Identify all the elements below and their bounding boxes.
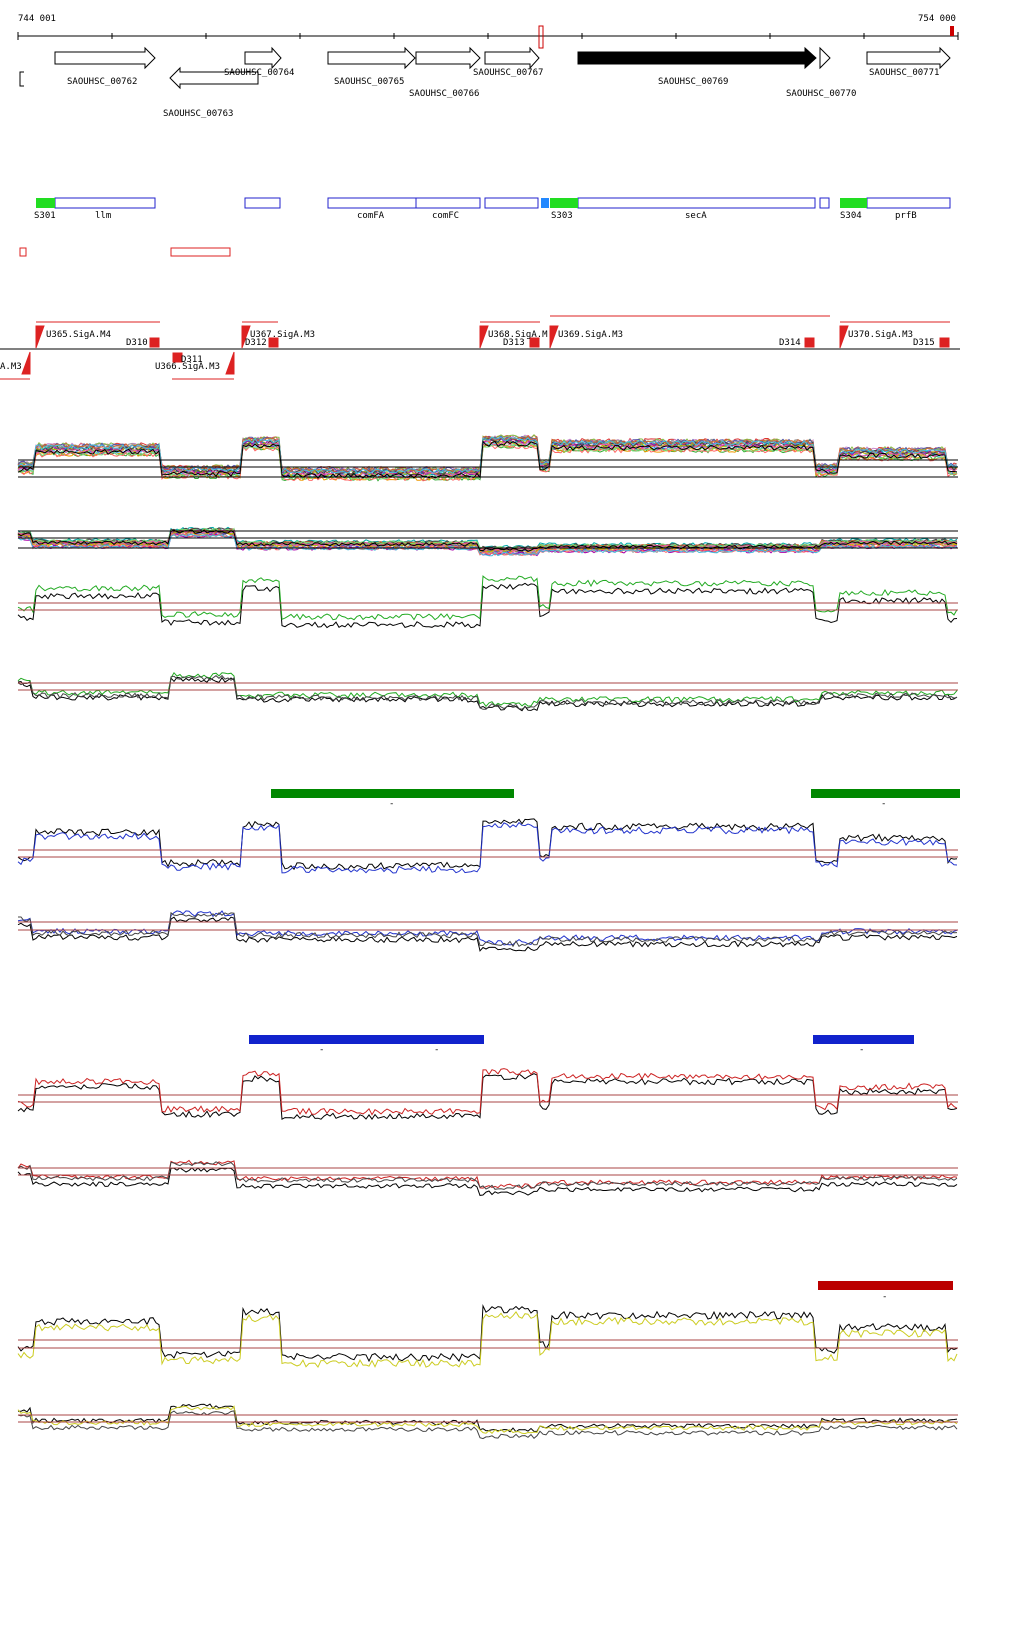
promoter-label: U365.SigA.M4 (46, 330, 111, 340)
promoter-label: U367.SigA.M3 (250, 330, 315, 340)
region-bars (249, 789, 960, 1290)
ruler-marker (950, 26, 954, 36)
trace-line (17, 529, 958, 552)
trace-line (17, 1161, 958, 1190)
marker: - (319, 1045, 324, 1055)
trace-line (17, 1167, 958, 1196)
promoter-label: D310 (126, 338, 148, 348)
marker: - (882, 1292, 887, 1302)
trace-line (17, 527, 958, 551)
trace-line (18, 1403, 958, 1433)
marker: - (859, 1045, 864, 1055)
marker: - (389, 799, 394, 809)
ruler-end: 754 000 (918, 14, 956, 24)
trace-line (17, 818, 958, 871)
trace-line (17, 442, 958, 481)
promoter-label: A.M3 (0, 362, 22, 372)
feature-label: S304 (840, 211, 862, 221)
feature-label: comFA (357, 211, 385, 221)
feature-fills (36, 198, 867, 208)
trace-line (17, 910, 958, 946)
promoter-label: D313 (503, 338, 525, 348)
promoter-label: D311 (181, 355, 203, 365)
ruler-marker (538, 25, 544, 49)
trace-line (17, 671, 958, 708)
gene-label: SAOUHSC_00770 (786, 89, 856, 99)
trace-line (17, 1311, 958, 1369)
trace-line (17, 440, 958, 479)
trace-line (17, 533, 958, 557)
promoter-label: D314 (779, 338, 801, 348)
feature-label: llm (95, 211, 111, 221)
trace-line (17, 916, 958, 952)
promoter-label: D315 (913, 338, 935, 348)
trace-line (17, 435, 958, 474)
promoter-marks (0, 315, 950, 380)
marker: - (881, 799, 886, 809)
traces (17, 434, 958, 1440)
trace-line (17, 582, 958, 629)
feature-label: secA (685, 211, 707, 221)
trace-line (17, 1303, 958, 1363)
trace-line (18, 911, 958, 948)
gene-label: SAOUHSC_00769 (658, 77, 728, 87)
ruler-ticks (17, 32, 959, 40)
gene-label: SAOUHSC_00764 (224, 68, 294, 78)
promoter-label: U369.SigA.M3 (558, 330, 623, 340)
feature-label: comFC (432, 211, 459, 221)
promoter-label: D312 (245, 338, 267, 348)
feature-boxes (54, 197, 951, 209)
gene-label: SAOUHSC_00765 (334, 77, 404, 87)
gene-label: SAOUHSC_00762 (67, 77, 137, 87)
trace-line (17, 1068, 958, 1116)
marker: - (434, 1045, 439, 1055)
feature-label: prfB (895, 211, 917, 221)
feature-label: S303 (551, 211, 573, 221)
trace-line (17, 676, 958, 712)
feature-label: S301 (34, 211, 56, 221)
trace-line (17, 575, 958, 621)
gene-arrows (19, 46, 951, 90)
trace-line (17, 437, 958, 476)
gene-label: SAOUHSC_00766 (409, 89, 479, 99)
gene-label: SAOUHSC_00767 (473, 68, 543, 78)
gene-label: SAOUHSC_00771 (869, 68, 939, 78)
trace-line (17, 674, 958, 710)
promoter-label: U366.SigA.M3 (155, 362, 220, 372)
trace-line (17, 1405, 958, 1435)
ruler-start: 744 001 (18, 14, 56, 24)
promoter-label: U368.SigA.M (488, 330, 548, 340)
trace-line (17, 1410, 958, 1440)
promoter-label: U370.SigA.M3 (848, 330, 913, 340)
trace-line (17, 821, 958, 874)
red-boxes (19, 247, 231, 257)
gene-label: SAOUHSC_00763 (163, 109, 233, 119)
trace-line (17, 1073, 958, 1121)
